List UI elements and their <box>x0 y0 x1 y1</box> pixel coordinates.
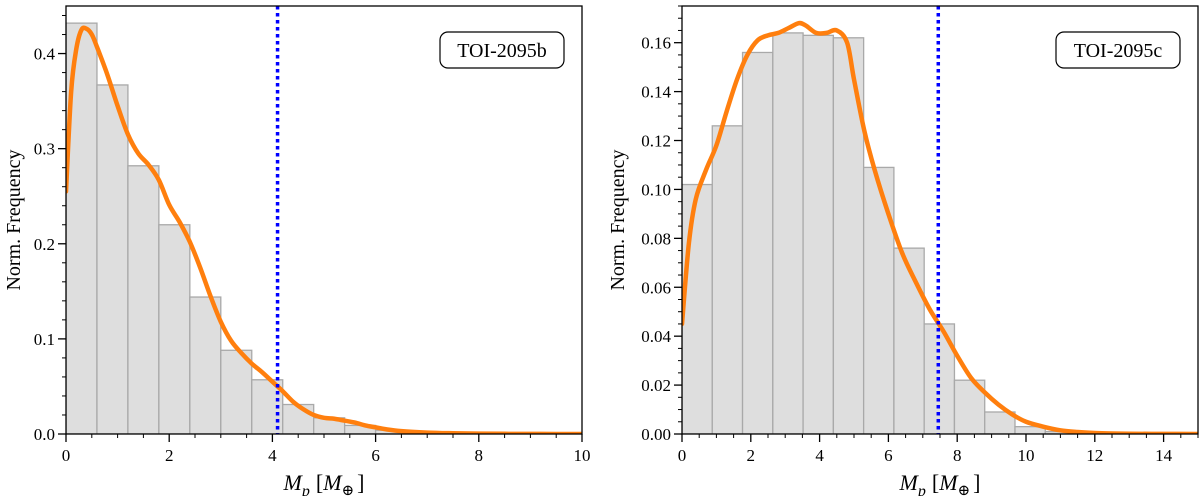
histogram-bar <box>127 165 160 434</box>
histogram-bar <box>711 125 744 434</box>
y-tick-label: 0.14 <box>641 83 671 102</box>
histogram-bar <box>282 403 315 434</box>
histogram-bar <box>1014 426 1046 434</box>
histogram-bar <box>682 183 713 434</box>
x-tick-label: 4 <box>815 446 824 465</box>
y-tick-label: 0.4 <box>34 45 56 64</box>
y-axis-label: Norm. Frequency <box>607 149 629 290</box>
y-tick-label: 0.12 <box>641 132 671 151</box>
histogram-bar <box>893 247 925 434</box>
panel-label: TOI-2095b <box>457 40 547 62</box>
x-axis-label: Mp [M⊕] <box>899 470 981 496</box>
y-tick-label: 0.04 <box>641 327 671 346</box>
histogram-bar <box>220 349 253 434</box>
x-tick-label: 4 <box>268 446 277 465</box>
y-tick-label: 0.00 <box>641 425 671 444</box>
y-tick-label: 0.16 <box>641 34 671 53</box>
x-axis-label: Mp [M⊕] <box>283 470 365 496</box>
plot-area <box>682 6 1198 434</box>
histogram-bar <box>984 411 1016 434</box>
histogram-bar <box>772 32 804 434</box>
x-tick-label: 0 <box>678 446 687 465</box>
y-axis-label: Norm. Frequency <box>3 149 25 290</box>
y-tick-label: 0.08 <box>641 229 671 248</box>
x-tick-label: 14 <box>1155 446 1173 465</box>
x-tick-label: 10 <box>574 446 591 465</box>
x-tick-label: 0 <box>62 446 71 465</box>
kde-curve <box>682 20 1198 434</box>
kde-curve <box>66 25 582 434</box>
panel-label-box <box>439 31 565 69</box>
x-tick-label: 6 <box>371 446 380 465</box>
x-tick-label: 2 <box>747 446 756 465</box>
panel-1: 0 2 4 6 8 10 0.0 0.1 0.2 0.3 0.4 Norm. Frequency Mp[… <box>3 5 591 496</box>
y-tick-label: 0.0 <box>34 425 55 444</box>
panel-label: TOI-2095c <box>1074 40 1163 62</box>
panel-label-box <box>1055 31 1181 69</box>
histogram-bar <box>189 296 222 434</box>
y-tick-label: 0.1 <box>34 330 55 349</box>
y-tick-label: 0.10 <box>641 180 671 199</box>
x-tick-label: 2 <box>165 446 174 465</box>
histogram-bar <box>96 84 129 434</box>
y-tick-label: 0.06 <box>641 278 671 297</box>
histogram-bar <box>802 34 835 434</box>
panel-2: 0 2 4 6 8 10 12 14 0.00 0.02 0.04 0.06 0.08 0.10 0.12 0… <box>607 5 1199 496</box>
y-tick-label: 0.02 <box>641 376 671 395</box>
x-tick-label: 12 <box>1086 446 1103 465</box>
y-tick-label: 0.3 <box>34 140 55 159</box>
histogram-bar <box>158 224 191 434</box>
plot-area <box>66 6 582 434</box>
x-tick-label: 6 <box>884 446 893 465</box>
x-tick-label: 10 <box>1018 446 1035 465</box>
y-tick-label: 0.2 <box>34 235 55 254</box>
histogram-bar <box>741 51 774 434</box>
x-tick-label: 8 <box>953 446 962 465</box>
histogram-bar <box>862 166 895 434</box>
x-tick-label: 8 <box>475 446 484 465</box>
